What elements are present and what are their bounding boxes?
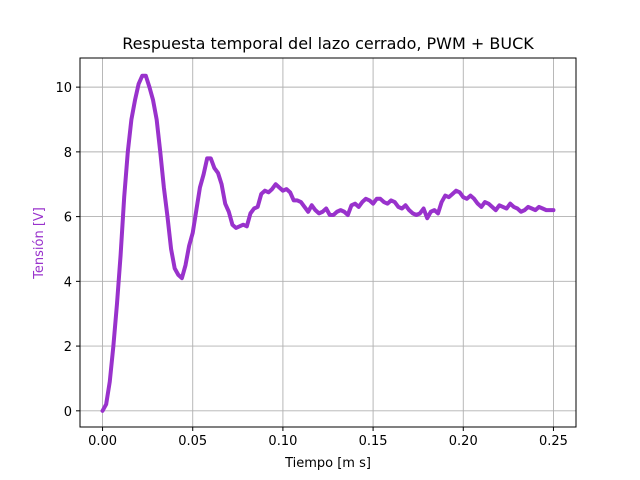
grid <box>80 58 576 427</box>
axes: 0.00 0.05 0.10 0.15 0.20 0.25 0 2 4 6 8 10 <box>55 57 577 449</box>
y-tick-label: 6 <box>64 211 72 226</box>
x-tick-label: 0.00 <box>88 434 117 449</box>
axes-frame <box>79 57 577 428</box>
x-tick-label: 0.10 <box>268 434 297 449</box>
y-axis-label: Tensión [V] <box>32 207 47 280</box>
y-tick-label: 8 <box>64 146 72 161</box>
x-tick-label: 0.15 <box>359 434 388 449</box>
x-axis-label: Tiempo [m s] <box>284 456 371 471</box>
y-tick-label: 0 <box>64 405 72 420</box>
x-tick-label: 0.25 <box>539 434 568 449</box>
y-tick-label: 10 <box>55 81 72 96</box>
x-tick-label: 0.20 <box>449 434 478 449</box>
y-tick-label: 4 <box>64 275 72 290</box>
plot-area <box>100 73 556 413</box>
y-tick-label: 2 <box>64 340 72 355</box>
x-tick-label: 0.05 <box>178 434 207 449</box>
chart-title: Respuesta temporal del lazo cerrado, PWM… <box>122 34 534 53</box>
series-line <box>100 73 556 413</box>
